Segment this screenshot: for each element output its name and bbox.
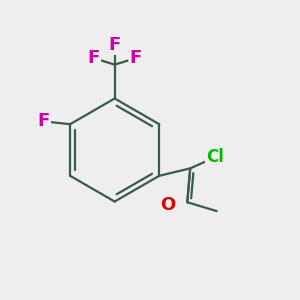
Text: F: F (130, 49, 142, 67)
Text: F: F (87, 49, 100, 67)
Text: F: F (38, 112, 50, 130)
Text: O: O (160, 196, 176, 214)
Text: Cl: Cl (206, 148, 224, 166)
Text: F: F (109, 36, 121, 54)
